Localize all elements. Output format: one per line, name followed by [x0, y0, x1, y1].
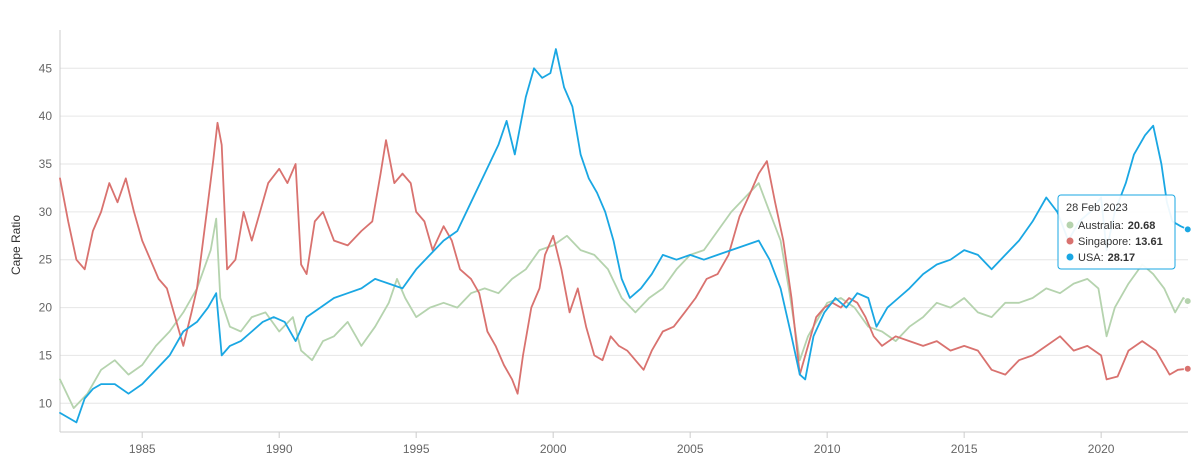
y-tick-label: 45	[39, 61, 53, 75]
x-tick-label: 1990	[266, 442, 293, 456]
y-axis-label: Cape Ratio	[9, 215, 23, 275]
grid-layer	[60, 67, 1188, 404]
series-line-usa	[59, 48, 1189, 424]
tooltip-swatch-singapore	[1066, 237, 1074, 245]
series-line-australia	[59, 182, 1189, 409]
tooltip-series-name: Singapore	[1078, 236, 1128, 248]
x-tick-label: 2000	[540, 442, 567, 456]
tooltip-series-name: USA	[1078, 252, 1101, 264]
tooltip-swatch-australia	[1066, 221, 1074, 229]
y-tick-label: 15	[39, 348, 53, 362]
axis-layer: 10 15 20 25 30 35 40 45 1985 1990 1995 2000 2005 2010…	[39, 30, 1188, 456]
y-tick-label: 30	[39, 205, 53, 219]
tooltip-series-name: Australia	[1078, 220, 1122, 232]
x-tick-label: 2005	[677, 442, 704, 456]
y-tick-label: 40	[39, 109, 53, 123]
y-tick-label: 35	[39, 157, 53, 171]
tooltip-date: 28 Feb 2023	[1066, 202, 1128, 214]
x-tick-label: 2015	[951, 442, 978, 456]
tooltip-series-value: 28.17	[1108, 252, 1136, 264]
tooltip-separator: :	[1128, 236, 1131, 248]
y-tick-label: 25	[39, 253, 53, 267]
y-tick-label: 20	[39, 301, 53, 315]
tooltip-series-value: 20.68	[1128, 220, 1156, 232]
hover-point-usa	[1183, 225, 1192, 234]
tooltip-box	[1057, 194, 1176, 270]
x-tick-label: 1985	[129, 442, 156, 456]
marker-layer	[1183, 225, 1192, 373]
tooltip-separator: :	[1101, 252, 1104, 264]
x-tick-label: 2020	[1088, 442, 1115, 456]
hover-point-singapore	[1183, 364, 1192, 373]
y-tick-label: 10	[39, 396, 53, 410]
tooltip-series-value: 13.61	[1135, 236, 1163, 248]
tooltip-swatch-usa	[1066, 253, 1074, 261]
x-tick-label: 2010	[814, 442, 841, 456]
series-line-singapore	[59, 121, 1189, 395]
tooltip-separator: :	[1121, 220, 1124, 232]
series-layer	[59, 48, 1189, 424]
x-tick-label: 1995	[403, 442, 430, 456]
hover-point-australia	[1183, 297, 1192, 306]
